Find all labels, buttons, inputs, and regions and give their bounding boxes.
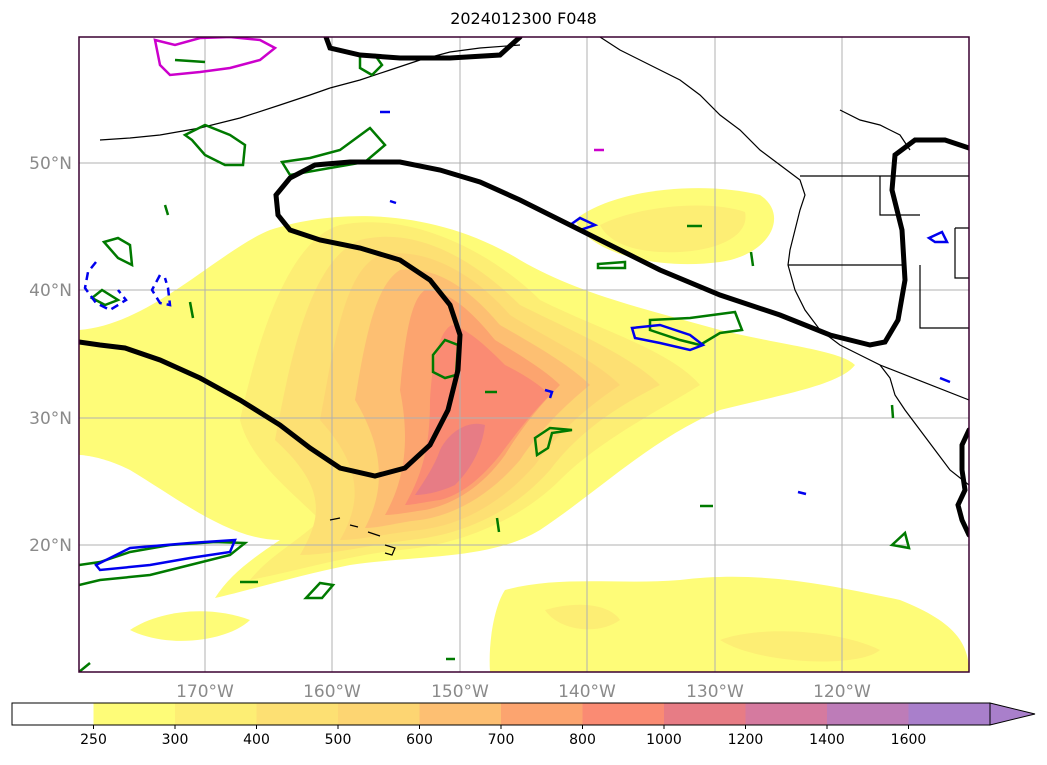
latitude-label-40n: 40°N (29, 281, 72, 301)
colorbar-segment (501, 703, 583, 725)
colorbar-segment (93, 703, 176, 725)
colorbar-tick-label: 800 (569, 732, 596, 748)
colorbar-tick-label: 600 (406, 732, 433, 748)
colorbar-tick-label: 1400 (809, 732, 845, 748)
map-border (78, 36, 970, 673)
colorbar-segment (12, 703, 94, 725)
longitude-label-140w: 140°W (558, 682, 616, 702)
colorbar-segment (582, 703, 665, 725)
colorbar-tick-label: 1000 (646, 732, 682, 748)
map-title: 2024012300 F048 (450, 9, 597, 28)
colorbar-extend-arrow (989, 702, 1036, 726)
latitude-label-30n: 30°N (29, 409, 72, 429)
coastlines (99, 37, 969, 556)
colorbar-tick-label: 700 (488, 732, 515, 748)
colorbar-segment (175, 703, 257, 725)
colorbar-segment (664, 703, 746, 725)
latitude-label-50n: 50°N (29, 154, 72, 174)
colorbar: 250 300 400 500 600 700 800 1000 1200 1400 1600 (11, 702, 1036, 748)
colorbar-segment (419, 703, 502, 725)
longitude-label-150w: 150°W (431, 682, 489, 702)
colorbar-tick-label: 1600 (891, 732, 927, 748)
colorbar-segment (256, 703, 339, 725)
longitude-label-130w: 130°W (686, 682, 744, 702)
colorbar-tick-label: 400 (243, 732, 270, 748)
magenta-contours (153, 37, 604, 152)
colorbar-segment (908, 703, 991, 725)
longitude-label-160w: 160°W (303, 682, 361, 702)
colorbar-segment (338, 703, 420, 725)
colorbar-segment (745, 703, 828, 725)
longitude-label-170w: 170°W (176, 682, 234, 702)
green-contours (79, 53, 911, 672)
colorbar-tick-label: 250 (80, 732, 107, 748)
colorbar-tick-label: 500 (325, 732, 352, 748)
colorbar-tick-label: 300 (162, 732, 189, 748)
black-contours (79, 37, 969, 538)
graticule (79, 37, 969, 672)
colorbar-tick-label: 1200 (728, 732, 764, 748)
latitude-label-20n: 20°N (29, 536, 72, 556)
colorbar-segment (827, 703, 909, 725)
longitude-label-120w: 120°W (813, 682, 871, 702)
